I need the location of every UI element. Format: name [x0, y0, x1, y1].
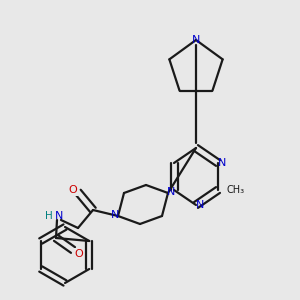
Text: O: O [75, 249, 83, 259]
Text: H: H [45, 211, 53, 221]
Text: N: N [196, 200, 204, 210]
Text: O: O [69, 185, 77, 195]
Text: N: N [167, 187, 175, 197]
Text: N: N [192, 35, 200, 45]
Text: N: N [111, 210, 119, 220]
Text: CH₃: CH₃ [227, 185, 245, 195]
Text: N: N [55, 211, 63, 221]
Text: N: N [218, 158, 226, 168]
